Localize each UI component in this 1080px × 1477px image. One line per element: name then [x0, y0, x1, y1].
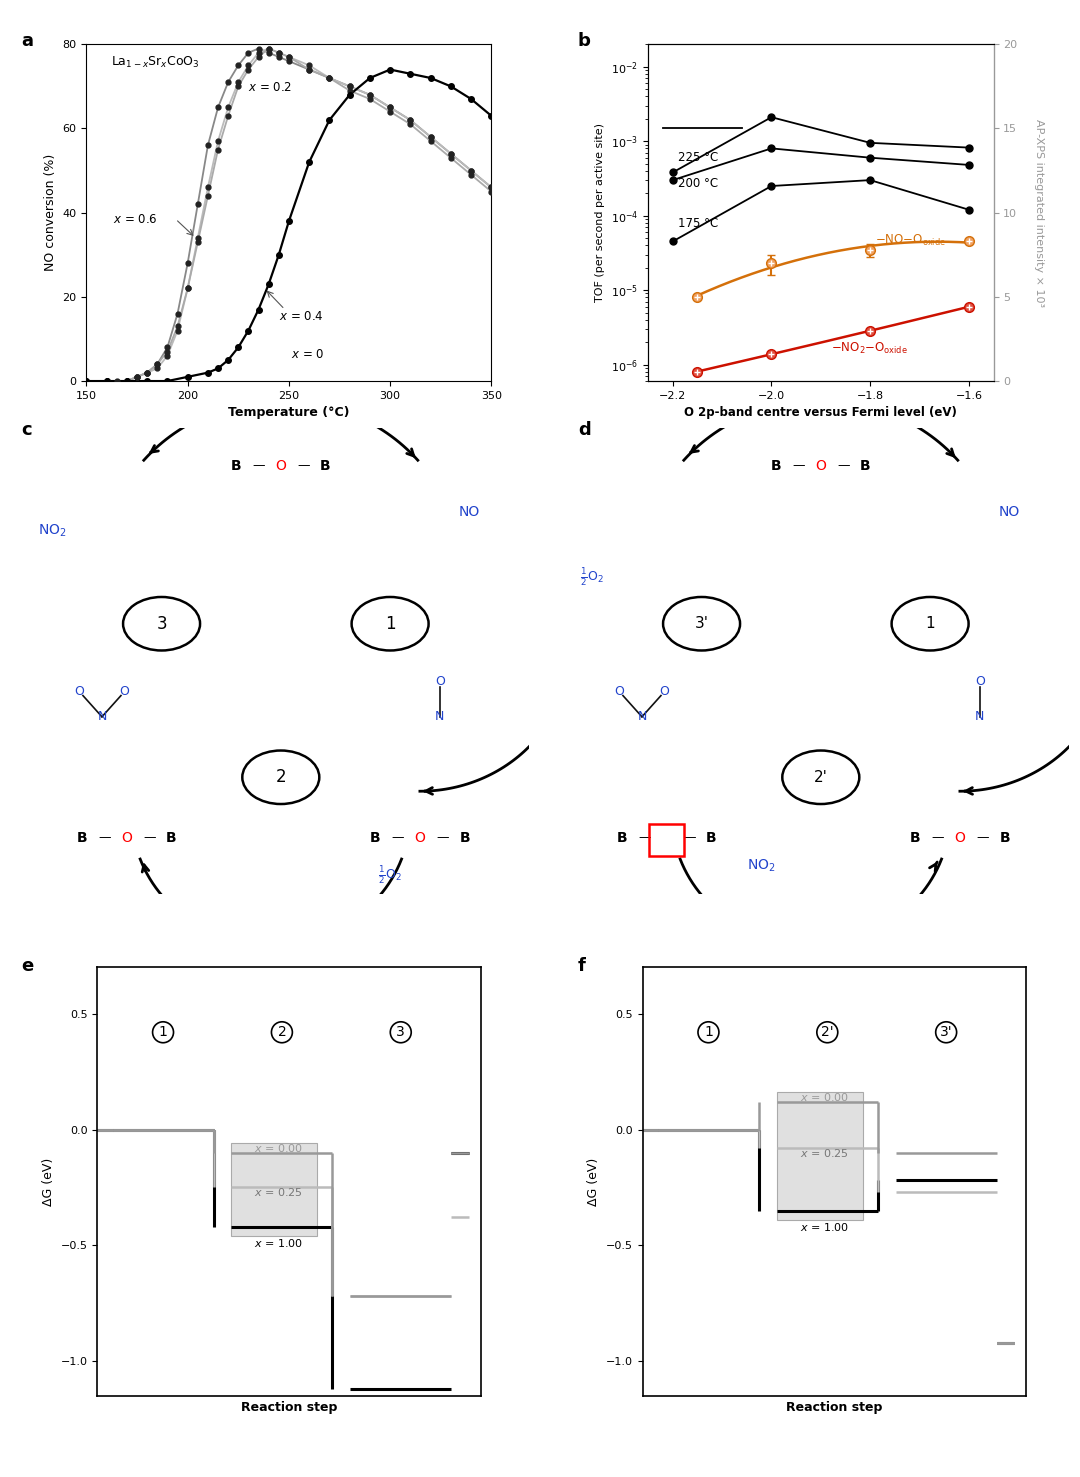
Text: 1: 1	[384, 614, 395, 632]
Text: $x$ = 0: $x$ = 0	[291, 349, 324, 360]
Y-axis label: ΔG (eV): ΔG (eV)	[42, 1158, 55, 1205]
Text: B: B	[369, 830, 380, 845]
Text: a: a	[22, 32, 33, 50]
Text: O: O	[660, 685, 670, 699]
Text: $x$ = 0.00: $x$ = 0.00	[800, 1092, 849, 1103]
X-axis label: Reaction step: Reaction step	[786, 1402, 882, 1415]
Text: d: d	[578, 421, 591, 439]
Text: c: c	[22, 421, 32, 439]
Text: O: O	[955, 830, 966, 845]
Text: B: B	[860, 458, 870, 473]
Text: NO: NO	[459, 505, 481, 518]
Text: NO$_2$: NO$_2$	[38, 523, 67, 539]
Text: O: O	[415, 830, 426, 845]
Text: $-$NO$_2$$-$O$_\mathregular{oxide}$: $-$NO$_2$$-$O$_\mathregular{oxide}$	[831, 340, 907, 356]
Text: N: N	[97, 710, 107, 724]
Text: B: B	[166, 830, 177, 845]
Text: $\frac{1}{2}$O$_2$: $\frac{1}{2}$O$_2$	[580, 566, 604, 588]
Text: 1: 1	[926, 616, 935, 631]
Text: —: —	[837, 459, 849, 473]
Text: N: N	[435, 710, 445, 724]
Bar	[777, 1093, 863, 1220]
X-axis label: Reaction step: Reaction step	[241, 1402, 337, 1415]
Text: O: O	[120, 685, 130, 699]
Text: O: O	[435, 675, 445, 688]
Text: $x$ = 0.00: $x$ = 0.00	[255, 1142, 303, 1154]
Text: 175 °C: 175 °C	[677, 217, 718, 229]
Text: 225 °C: 225 °C	[677, 151, 718, 164]
Text: —: —	[638, 832, 650, 845]
Text: —: —	[253, 459, 265, 473]
Text: 3': 3'	[940, 1025, 953, 1040]
Text: —: —	[297, 459, 309, 473]
Text: 2': 2'	[814, 770, 827, 784]
X-axis label: Temperature (°C): Temperature (°C)	[228, 406, 350, 419]
Text: O: O	[615, 685, 624, 699]
Text: B: B	[771, 458, 782, 473]
Text: B: B	[909, 830, 920, 845]
Text: $x$ = 1.00: $x$ = 1.00	[255, 1236, 303, 1250]
Text: f: f	[578, 957, 585, 975]
Text: B: B	[459, 830, 470, 845]
Text: NO$_2$: NO$_2$	[747, 858, 775, 874]
Text: N: N	[975, 710, 985, 724]
Text: $-$NO$-$O$_\mathregular{oxide}$: $-$NO$-$O$_\mathregular{oxide}$	[875, 233, 946, 248]
Text: 1: 1	[704, 1025, 713, 1040]
Text: —: —	[391, 832, 404, 845]
Text: $x$ = 1.00: $x$ = 1.00	[800, 1221, 849, 1233]
Text: O: O	[75, 685, 84, 699]
Text: 2': 2'	[821, 1025, 834, 1040]
Text: B: B	[617, 830, 627, 845]
Text: NO: NO	[999, 505, 1021, 518]
Text: —: —	[143, 832, 156, 845]
Text: $x$ = 0.25: $x$ = 0.25	[800, 1146, 848, 1158]
Y-axis label: ΔG (eV): ΔG (eV)	[588, 1158, 600, 1205]
Text: 2: 2	[278, 1025, 286, 1040]
Text: —: —	[793, 459, 805, 473]
Text: 200 °C: 200 °C	[677, 177, 718, 191]
Y-axis label: TOF (per second per active site): TOF (per second per active site)	[595, 123, 606, 303]
Text: —: —	[683, 832, 696, 845]
Text: —: —	[931, 832, 944, 845]
Text: O: O	[815, 458, 826, 473]
Text: —: —	[436, 832, 448, 845]
Text: 3': 3'	[694, 616, 708, 631]
Text: B: B	[231, 458, 242, 473]
Text: 2: 2	[275, 768, 286, 786]
Text: e: e	[22, 957, 33, 975]
Text: O: O	[121, 830, 132, 845]
Text: $x$ = 0.2: $x$ = 0.2	[248, 81, 292, 93]
Text: B: B	[999, 830, 1010, 845]
Bar	[231, 1143, 318, 1236]
Text: B: B	[706, 830, 717, 845]
Text: 3: 3	[396, 1025, 405, 1040]
Text: $x$ = 0.25: $x$ = 0.25	[255, 1186, 302, 1198]
Y-axis label: NO conversion (%): NO conversion (%)	[44, 154, 57, 272]
Bar	[649, 824, 685, 857]
Text: —: —	[976, 832, 988, 845]
Y-axis label: AP-XPS integrated intensity × 10³: AP-XPS integrated intensity × 10³	[1035, 118, 1044, 307]
Text: 3: 3	[157, 614, 167, 632]
Text: 1: 1	[159, 1025, 167, 1040]
Text: $x$ = 0.4: $x$ = 0.4	[279, 310, 323, 323]
Text: $x$ = 0.6: $x$ = 0.6	[112, 213, 158, 226]
Text: B: B	[77, 830, 87, 845]
Text: $\frac{1}{2}$O$_2$: $\frac{1}{2}$O$_2$	[378, 864, 402, 886]
Text: B: B	[320, 458, 330, 473]
Text: O: O	[275, 458, 286, 473]
X-axis label: O 2p-band centre versus Fermi level (eV): O 2p-band centre versus Fermi level (eV)	[685, 406, 957, 419]
Text: N: N	[637, 710, 647, 724]
Text: b: b	[578, 32, 591, 50]
Text: La$_{1-x}$Sr$_{x}$CoO$_{3}$: La$_{1-x}$Sr$_{x}$CoO$_{3}$	[111, 55, 199, 69]
Text: —: —	[98, 832, 110, 845]
Text: O: O	[975, 675, 985, 688]
